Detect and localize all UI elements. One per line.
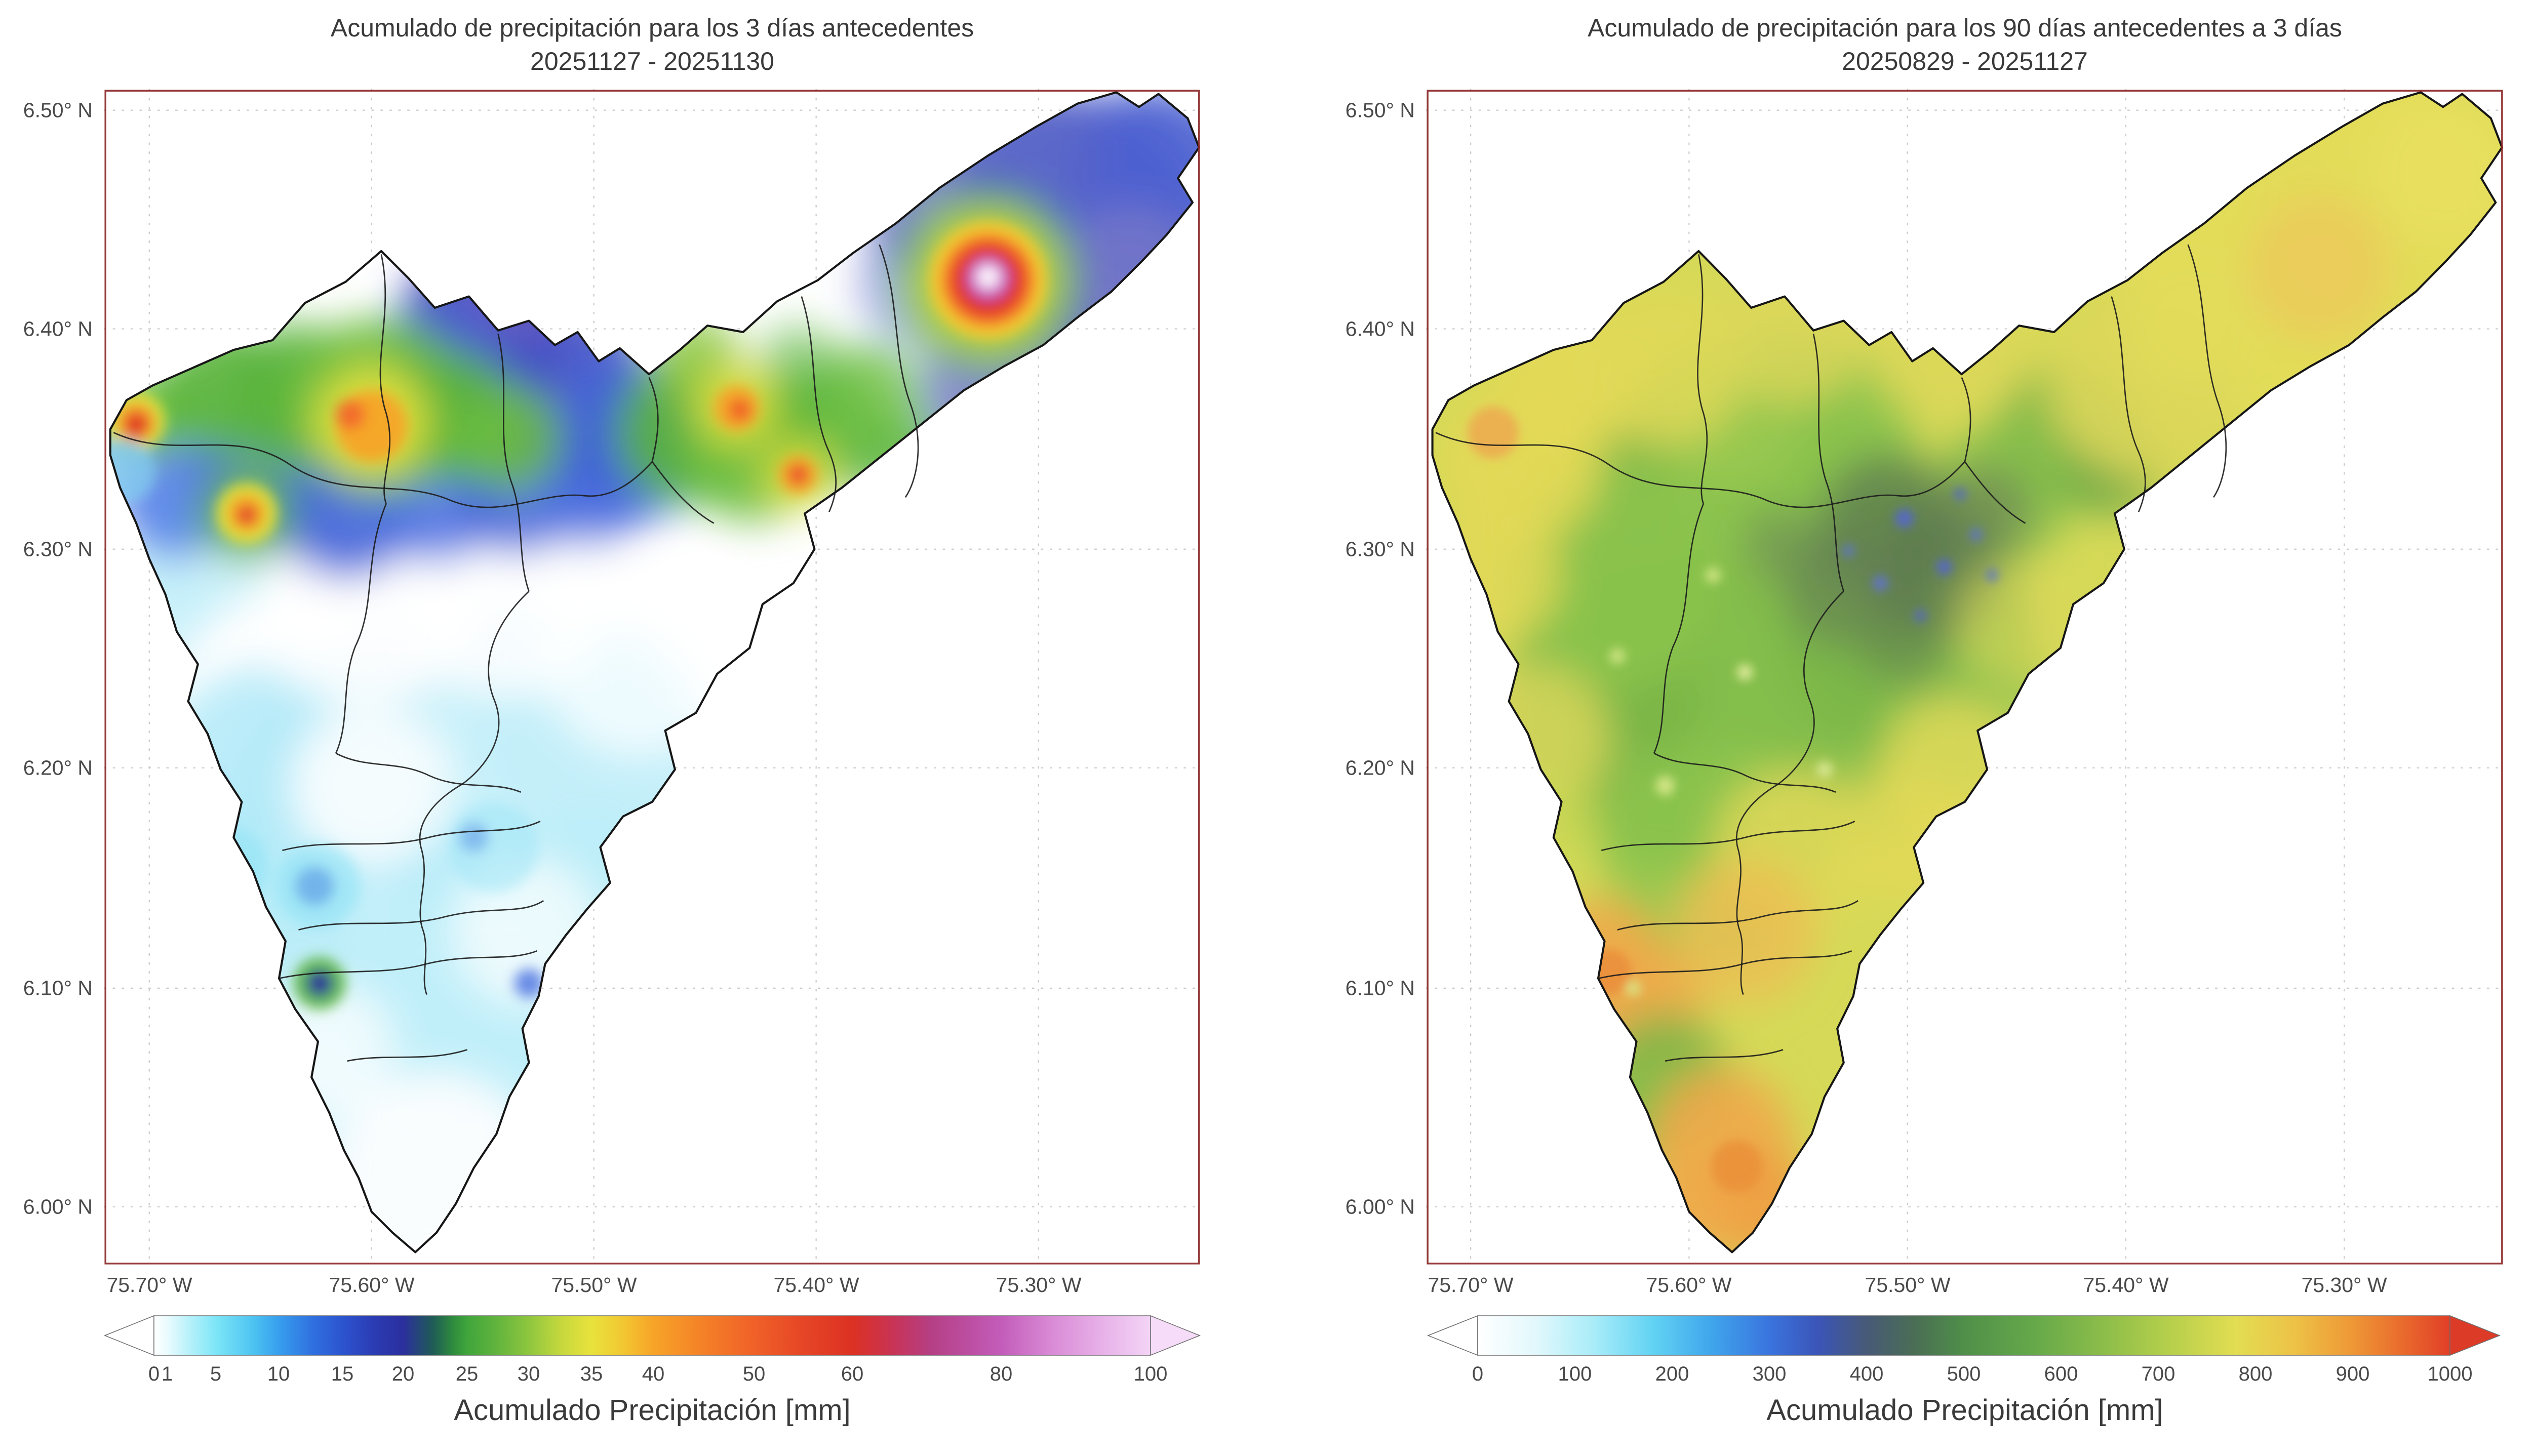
cb-tick-90day-0: 0 [1472, 1363, 1484, 1385]
cb-tick-3day-100: 100 [1133, 1363, 1168, 1385]
cb-tick-3day-5: 5 [210, 1363, 222, 1385]
y-tick-90day-650: 6.50° N [1345, 98, 1415, 122]
cb-tick-90day-700: 700 [2141, 1363, 2175, 1385]
colorbar-3day-under-arrow [104, 1315, 154, 1356]
colorbar-90day-over-arrow [2449, 1315, 2501, 1356]
x-tick-3day-7560: 75.60° W [329, 1273, 415, 1297]
panel-90day-title-line1: Acumulado de precipitación para los 90 d… [1588, 14, 2342, 42]
y-tick-90day-620: 6.20° N [1345, 756, 1415, 780]
y-tick-90day-600: 6.00° N [1345, 1195, 1415, 1219]
cb-tick-3day-10: 10 [267, 1363, 290, 1385]
cb-tick-90day-600: 600 [2044, 1363, 2078, 1385]
cb-tick-3day-15: 15 [331, 1363, 354, 1385]
cb-tick-90day-1000: 1000 [2427, 1363, 2473, 1385]
panel-90day-title: Acumulado de precipitación para los 90 d… [1426, 11, 2504, 78]
x-tick-90day-7550: 75.50° W [1865, 1273, 1951, 1297]
cb-tick-3day-40: 40 [642, 1363, 665, 1385]
cb-tick-3day-20: 20 [391, 1363, 415, 1385]
cb-tick-3day-25: 25 [455, 1363, 479, 1385]
panel-90day-date-range: 20250829 - 20251127 [1842, 47, 2088, 75]
panel-90day: Acumulado de precipitación para los 90 d… [1346, 0, 2504, 1456]
x-tick-3day-7570: 75.70° W [106, 1273, 192, 1297]
x-tick-90day-7560: 75.60° W [1646, 1273, 1732, 1297]
extent-border-3day [104, 90, 1200, 1265]
extent-border-90day [1427, 90, 2503, 1265]
panel-3day-title-line1: Acumulado de precipitación para los 3 dí… [330, 14, 974, 42]
y-tick-3day-610: 6.10° N [23, 976, 93, 1000]
cb-tick-90day-100: 100 [1558, 1363, 1592, 1385]
cb-tick-90day-900: 900 [2336, 1363, 2370, 1385]
panel-3day-title: Acumulado de precipitación para los 3 dí… [104, 11, 1201, 78]
y-tick-90day-640: 6.40° N [1345, 317, 1415, 341]
cb-tick-90day-400: 400 [1849, 1363, 1884, 1385]
panel-3day-date-range: 20251127 - 20251130 [530, 47, 774, 75]
map-3day [104, 89, 1201, 1265]
cb-tick-90day-200: 200 [1655, 1363, 1689, 1385]
x-tick-90day-7540: 75.40° W [2083, 1273, 2169, 1297]
y-tick-90day-630: 6.30° N [1345, 537, 1415, 561]
cb-tick-3day-50: 50 [742, 1363, 766, 1385]
colorbar-90day-under-arrow [1427, 1315, 1478, 1356]
y-tick-3day-630: 6.30° N [23, 537, 93, 561]
raster-3day [110, 92, 1199, 1252]
cb-tick-3day-30: 30 [517, 1363, 540, 1385]
cb-tick-3day-35: 35 [580, 1363, 603, 1385]
cb-tick-3day-0: 0 [148, 1363, 160, 1385]
municipal-boundaries-3day [109, 91, 1200, 1253]
x-tick-3day-7530: 75.30° W [996, 1273, 1082, 1297]
panel-3day: Acumulado de precipitación para los 3 dí… [23, 0, 1201, 1456]
colorbar-3day [104, 1315, 1201, 1356]
raster-90day [1432, 92, 2502, 1252]
cb-tick-90day-300: 300 [1752, 1363, 1787, 1385]
colorbar-label-3day: Acumulado Precipitación [mm] [454, 1394, 851, 1427]
y-tick-3day-650: 6.50° N [23, 98, 93, 122]
x-tick-90day-7570: 75.70° W [1428, 1273, 1514, 1297]
municipal-boundaries-90day [1431, 91, 2503, 1253]
plot-3day: 6.50° N 6.40° N 6.30° N 6.20° N 6.10° N … [23, 89, 1201, 1297]
cb-tick-90day-800: 800 [2238, 1363, 2273, 1385]
x-tick-90day-7530: 75.30° W [2301, 1273, 2387, 1297]
cb-tick-90day-500: 500 [1947, 1363, 1981, 1385]
cb-tick-3day-80: 80 [990, 1363, 1013, 1385]
colorbar-90day-gradient [1477, 1315, 2450, 1356]
map-90day [1426, 89, 2504, 1265]
x-tick-3day-7550: 75.50° W [551, 1273, 637, 1297]
y-tick-3day-620: 6.20° N [23, 756, 93, 780]
cb-tick-3day-1: 1 [161, 1363, 173, 1385]
colorbar-3day-over-arrow [1150, 1315, 1201, 1356]
colorbar-90day [1427, 1315, 2501, 1356]
y-tick-90day-610: 6.10° N [1345, 976, 1415, 1000]
plot-90day: 6.50° N 6.40° N 6.30° N 6.20° N 6.10° N … [1346, 89, 2504, 1297]
cb-tick-3day-60: 60 [841, 1363, 864, 1385]
colorbar-label-90day: Acumulado Precipitación [mm] [1766, 1394, 2163, 1427]
x-tick-3day-7540: 75.40° W [773, 1273, 859, 1297]
raster-90day-soft-field [1434, 92, 2502, 1252]
colorbar-3day-gradient [153, 1315, 1151, 1356]
y-tick-3day-600: 6.00° N [23, 1195, 93, 1219]
y-tick-3day-640: 6.40° N [23, 317, 93, 341]
